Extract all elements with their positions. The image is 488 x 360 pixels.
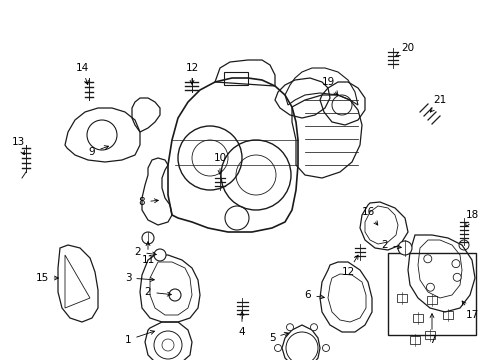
Text: 17: 17 (461, 301, 478, 320)
Text: 3: 3 (124, 273, 154, 283)
Text: 10: 10 (213, 153, 226, 174)
Text: 9: 9 (88, 146, 108, 157)
Circle shape (426, 283, 433, 291)
Text: 5: 5 (268, 332, 288, 343)
Circle shape (452, 273, 460, 281)
Circle shape (397, 241, 411, 255)
Circle shape (154, 249, 165, 261)
Circle shape (322, 345, 329, 351)
Circle shape (142, 232, 154, 244)
Text: 8: 8 (139, 197, 158, 207)
Text: 7: 7 (428, 314, 434, 345)
Text: 11: 11 (141, 242, 154, 265)
Text: 13: 13 (11, 137, 24, 155)
Text: 12: 12 (341, 255, 357, 277)
Circle shape (274, 345, 281, 351)
Text: 21: 21 (429, 95, 446, 112)
Text: 16: 16 (361, 207, 377, 225)
Circle shape (451, 260, 459, 267)
Circle shape (310, 324, 317, 331)
Circle shape (169, 289, 181, 301)
Bar (387, 253, 475, 335)
Text: 15: 15 (35, 273, 58, 283)
Text: 2: 2 (381, 240, 401, 250)
Circle shape (286, 324, 293, 331)
Circle shape (423, 255, 431, 263)
Text: 12: 12 (185, 63, 198, 84)
Text: 14: 14 (75, 63, 88, 85)
Text: 20: 20 (395, 43, 414, 56)
Text: 6: 6 (304, 290, 324, 300)
Text: 18: 18 (465, 210, 478, 227)
Text: 19: 19 (321, 77, 337, 95)
Text: 1: 1 (124, 330, 154, 345)
Text: 2: 2 (134, 247, 156, 257)
Text: 2: 2 (144, 287, 171, 297)
Text: 4: 4 (238, 312, 245, 337)
